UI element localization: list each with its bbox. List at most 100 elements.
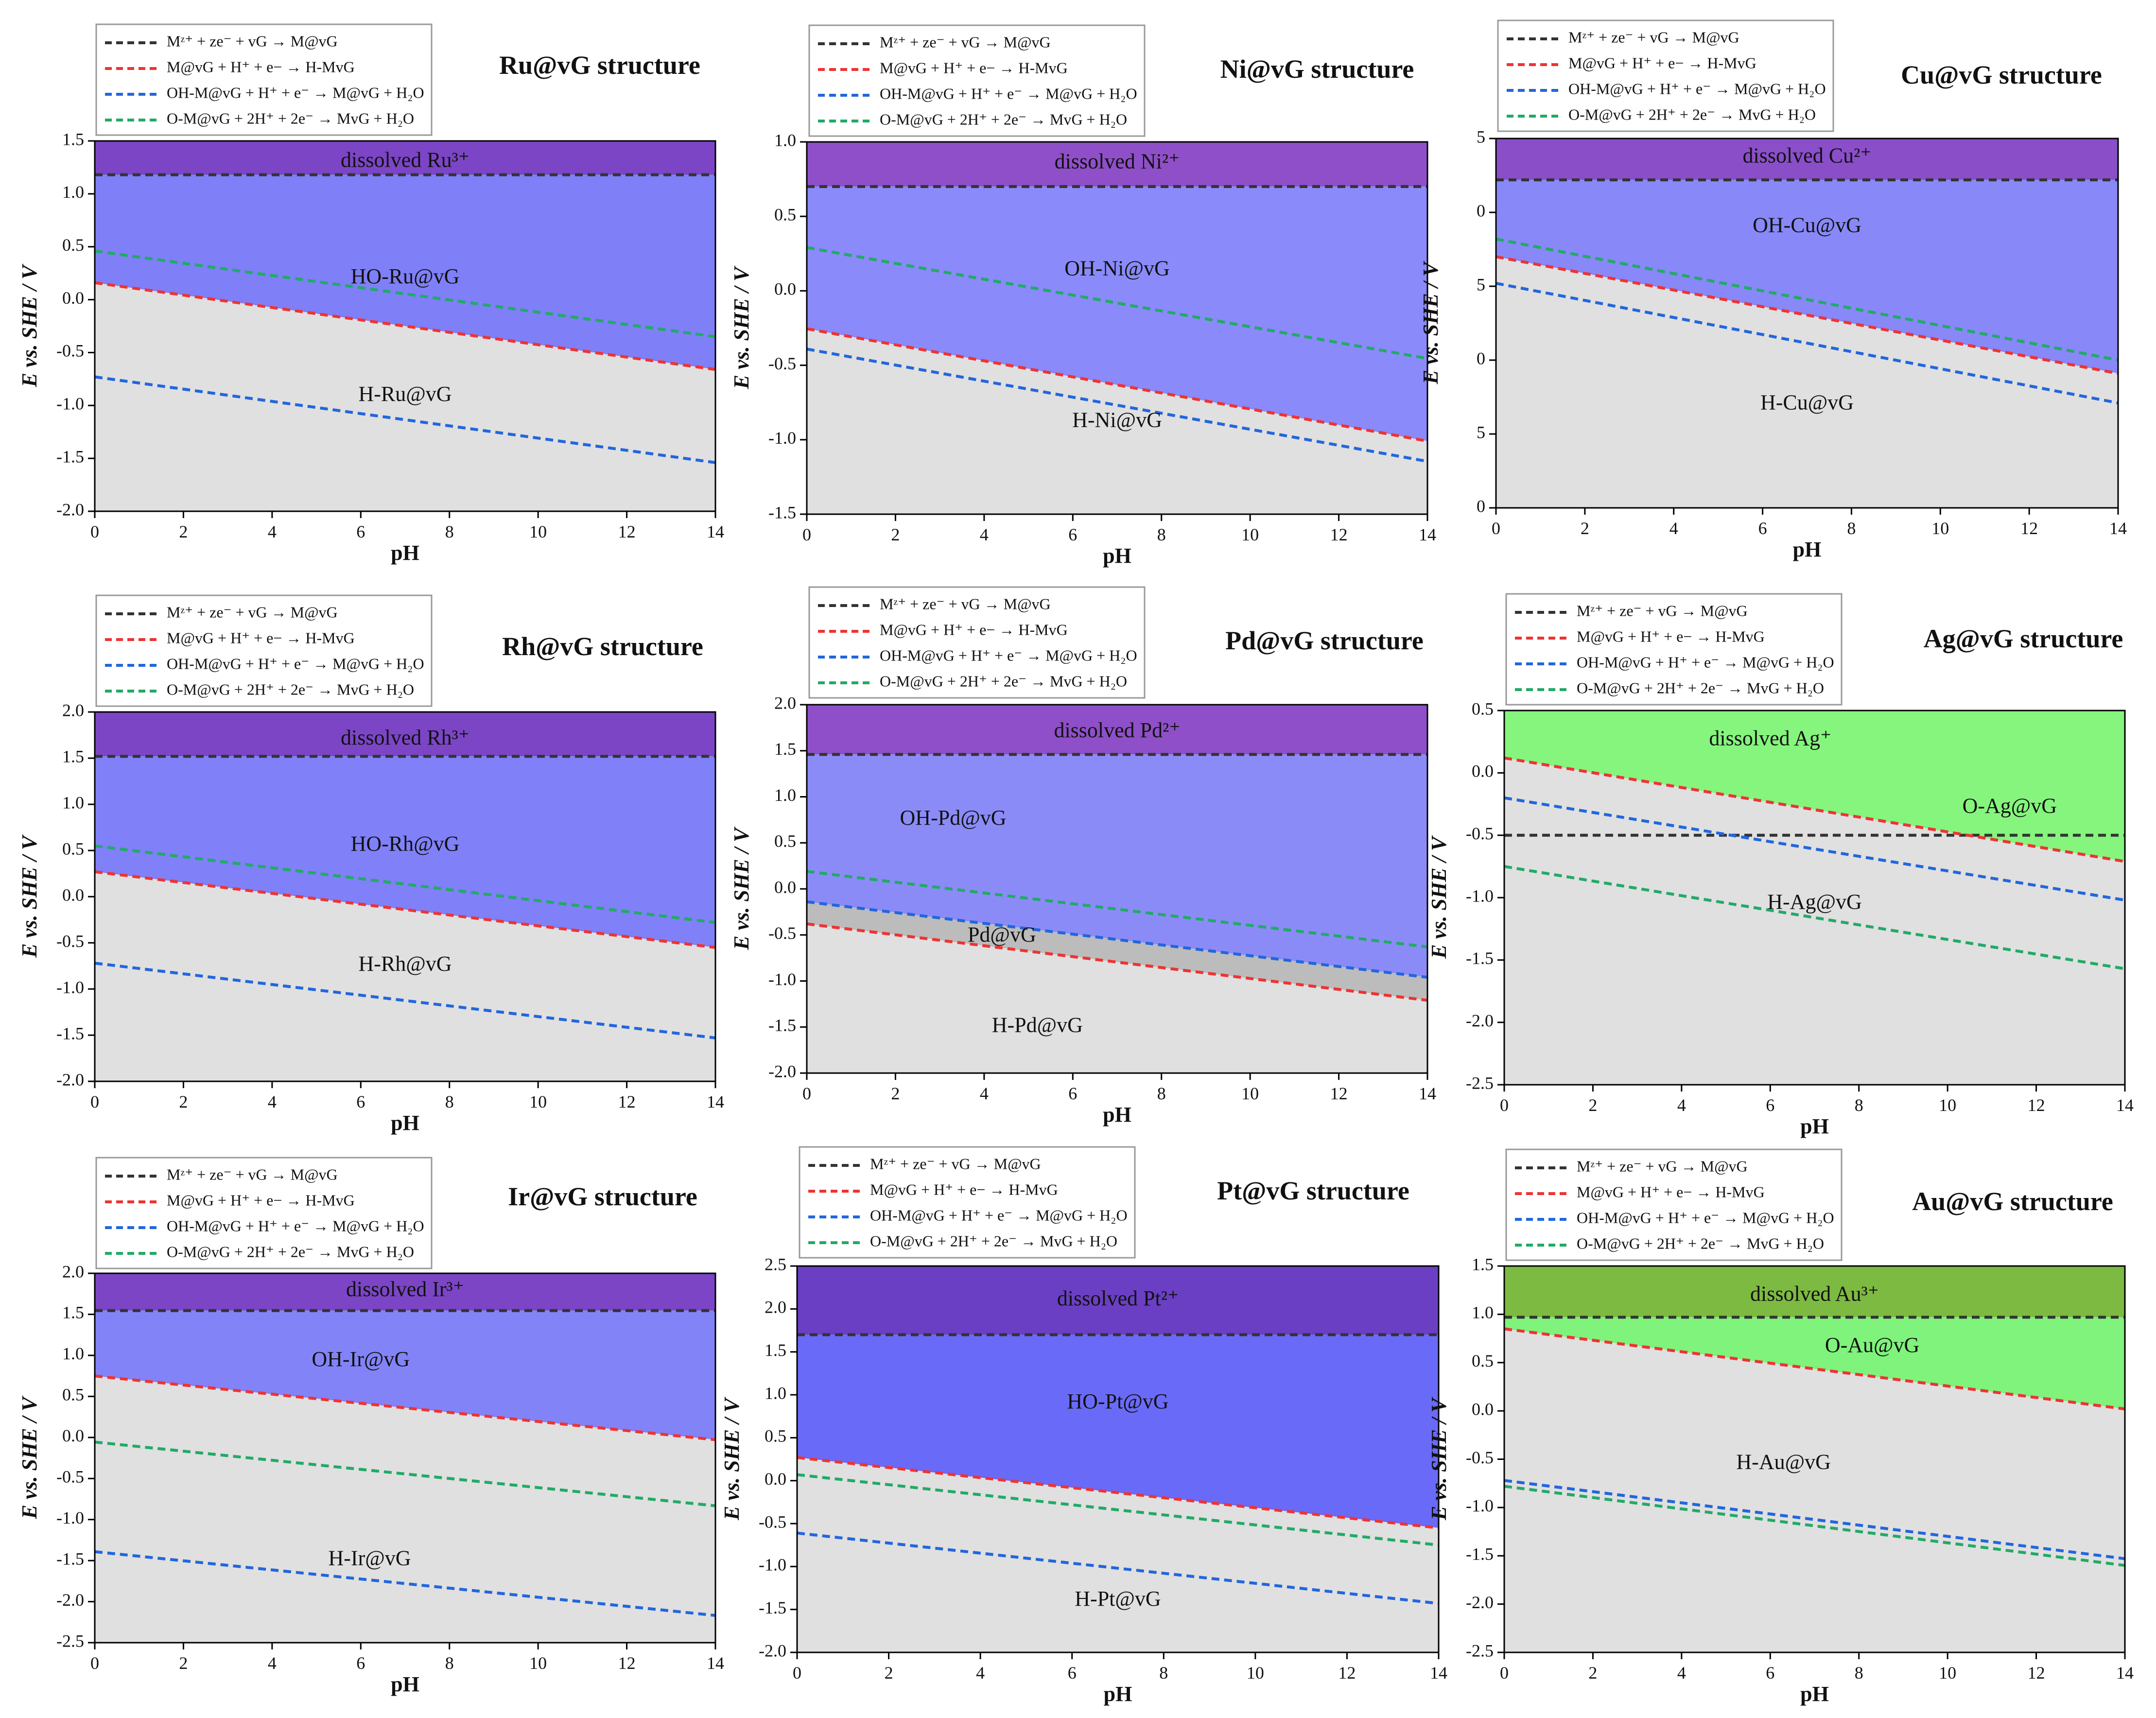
plot-area bbox=[95, 712, 715, 1081]
region-label-1: dissolved Cu²⁺ bbox=[1743, 144, 1872, 168]
x-tick-label: 2 bbox=[1581, 519, 1589, 538]
y-tick-label: 0.0 bbox=[774, 279, 796, 299]
blue-dashed-line bbox=[807, 347, 1427, 463]
plot-area bbox=[1496, 139, 2118, 508]
chart-panel-9: dissolved Au³⁺O-Au@vGH-Au@vG0 2 4 6 8 10 12 14-… bbox=[1427, 1148, 2134, 1706]
region-label-2: HO-Rh@vG bbox=[351, 832, 460, 856]
red-dashed-line bbox=[1504, 756, 2125, 863]
region-3 bbox=[1504, 758, 2125, 1085]
x-tick-label: 4 bbox=[1669, 519, 1678, 538]
legend-entry: O-M@vG + 2H⁺ + 2e⁻ → MvG + H₂O bbox=[880, 672, 1127, 690]
x-tick-label: 12 bbox=[1330, 1084, 1348, 1103]
y-tick-label: -0.5 bbox=[56, 1467, 84, 1486]
x-tick-label: 8 bbox=[445, 1653, 454, 1673]
x-tick-label: 2 bbox=[891, 1084, 900, 1103]
y-tick-label: 2.0 bbox=[774, 693, 796, 712]
chart-title: Cu@vG structure bbox=[1901, 60, 2102, 89]
y-axis-label: E vs. SHE / V bbox=[17, 263, 41, 387]
x-tick-label: 4 bbox=[1677, 1663, 1686, 1683]
blue-dashed-line bbox=[95, 375, 715, 464]
y-axis-label: E vs. SHE / V bbox=[17, 834, 41, 958]
legend-entry: M@vG + H⁺ + e− → H-MvG bbox=[167, 629, 355, 646]
region-1 bbox=[1504, 711, 2125, 862]
x-tick-label: 10 bbox=[1939, 1663, 1956, 1683]
x-tick-label: 2 bbox=[1588, 1095, 1597, 1115]
x-tick-label: 14 bbox=[707, 1092, 724, 1111]
red-dashed-line bbox=[95, 1374, 715, 1441]
chart-title: Ni@vG structure bbox=[1220, 54, 1414, 84]
green-dashed-line bbox=[797, 1473, 1439, 1547]
region-label-2: O-Ag@vG bbox=[1963, 794, 2057, 817]
legend-entry: Mᶻ⁺ + ze⁻ + vG → M@vG bbox=[1577, 602, 1748, 619]
x-tick-label: 8 bbox=[1855, 1095, 1863, 1115]
x-tick-label: 12 bbox=[2020, 519, 2038, 538]
chart-title: Au@vG structure bbox=[1912, 1187, 2113, 1216]
x-tick-label: 8 bbox=[1157, 525, 1166, 544]
y-tick-label: 0.0 bbox=[62, 288, 84, 308]
x-tick-label: 0 bbox=[1500, 1663, 1509, 1683]
y-tick-label: 1.0 bbox=[765, 1383, 786, 1403]
x-tick-label: 6 bbox=[1068, 525, 1077, 544]
region-label-1: dissolved Ir³⁺ bbox=[346, 1277, 464, 1301]
legend-entry: O-M@vG + 2H⁺ + 2e⁻ → MvG + H₂O bbox=[1577, 1234, 1824, 1252]
region-label-1: dissolved Ag⁺ bbox=[1709, 727, 1831, 750]
plot-frame bbox=[1495, 138, 2119, 509]
x-tick-label: 6 bbox=[356, 1092, 365, 1111]
region-label-3: H-Pt@vG bbox=[1075, 1587, 1161, 1611]
y-tick-label: -1.5 bbox=[56, 1549, 84, 1568]
plot-area bbox=[1504, 1266, 2125, 1652]
chart-title: Ag@vG structure bbox=[1924, 624, 2123, 653]
y-tick-label: -1.5 bbox=[1466, 949, 1494, 968]
region-3 bbox=[807, 902, 1427, 1001]
region-label-3: H-Cu@vG bbox=[1760, 390, 1854, 414]
y-tick-label: -0.5 bbox=[1466, 1448, 1494, 1467]
x-tick-label: 14 bbox=[2116, 1095, 2134, 1115]
x-tick-label: 4 bbox=[268, 1653, 277, 1673]
plot-area bbox=[807, 705, 1427, 1073]
chart-panel-2: dissolved Ni²⁺ OH-Ni@vG H-Ni@vG 0 2 4 6 8 10 12 14… bbox=[730, 24, 1436, 568]
x-tick-label: 14 bbox=[2109, 519, 2127, 538]
x-tick-label: 0 bbox=[802, 525, 811, 544]
y-tick-label: 0.0 bbox=[62, 885, 84, 904]
x-tick-label: 14 bbox=[707, 522, 724, 541]
x-tick-label: 10 bbox=[529, 1653, 547, 1673]
red-dashed-line bbox=[1496, 255, 2118, 375]
legend: Mᶻ⁺ + ze⁻ + vG → M@vG M@vG + H⁺ + e− → H-… bbox=[95, 594, 433, 707]
x-tick-label: 14 bbox=[1419, 525, 1436, 544]
y-tick-label: 0.0 bbox=[774, 877, 796, 897]
x-tick-label: 2 bbox=[1588, 1663, 1597, 1683]
x-axis-label: pH bbox=[1800, 1114, 1829, 1138]
region-2 bbox=[95, 756, 715, 948]
y-tick-label: -1.5 bbox=[56, 1024, 84, 1043]
y-tick-label: -2.0 bbox=[56, 500, 84, 519]
y-tick-label: 2.5 bbox=[765, 1254, 786, 1274]
green-dashed-line bbox=[95, 1440, 715, 1508]
y-tick-label: -1.5 bbox=[768, 503, 796, 522]
green-dashed-line bbox=[95, 249, 715, 338]
x-tick-label: 12 bbox=[618, 1092, 636, 1111]
legend: Mᶻ⁺ + ze⁻ + vG → M@vG M@vG + H⁺ + e− → H-… bbox=[808, 586, 1146, 699]
legend: Mᶻ⁺ + ze⁻ + vG → M@vG M@vG + H⁺ + e− → H-… bbox=[799, 1146, 1136, 1259]
y-tick-label: 0.5 bbox=[774, 205, 796, 224]
legend: Mᶻ⁺ + ze⁻ + vG → M@vG M@vG + H⁺ + e− → H-… bbox=[95, 1157, 433, 1269]
y-tick-label: 1.0 bbox=[62, 793, 84, 812]
y-tick-label: -0.5 bbox=[56, 931, 84, 951]
region-3 bbox=[95, 282, 715, 511]
region-label-1: dissolved Ru³⁺ bbox=[341, 148, 469, 172]
region-label-3: H-Au@vG bbox=[1736, 1450, 1831, 1474]
x-tick-label: 12 bbox=[1330, 525, 1348, 544]
plot-frame bbox=[806, 141, 1428, 515]
chart-title: Rh@vG structure bbox=[502, 632, 703, 661]
region-1 bbox=[1504, 1266, 2125, 1318]
y-tick-label: 1.0 bbox=[62, 182, 84, 202]
y-tick-label: -1.5 bbox=[768, 1016, 796, 1035]
green-dashed-line bbox=[95, 844, 715, 924]
y-axis-label: E vs. SHE / V bbox=[17, 1395, 41, 1519]
x-tick-label: 8 bbox=[1855, 1663, 1863, 1683]
x-axis-label: pH bbox=[391, 541, 419, 565]
x-axis-label: pH bbox=[391, 1111, 419, 1135]
legend-entry: O-M@vG + 2H⁺ + 2e⁻ → MvG + H₂O bbox=[167, 1243, 414, 1260]
y-tick-label: 1.0 bbox=[1472, 1303, 1494, 1322]
legend: Mᶻ⁺ + ze⁻ + vG → M@vG M@vG + H⁺ + e− → H-… bbox=[95, 23, 433, 136]
y-tick-label: 1.0 bbox=[774, 785, 796, 805]
